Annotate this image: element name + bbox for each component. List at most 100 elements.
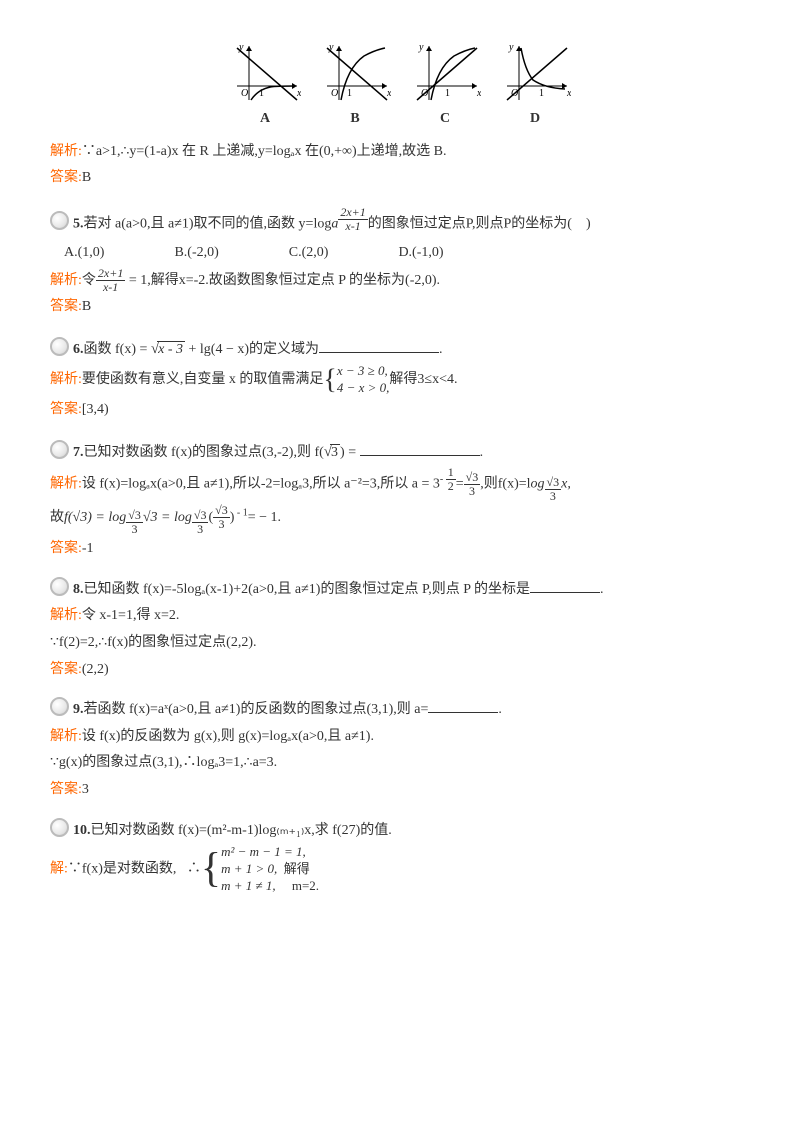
solution-7-l2: 故f(√3) = log√33√3 = log√33(√33) - 1= − 1… [50,503,750,536]
svg-text:y: y [418,42,424,53]
sol10-tail: m=2. [292,878,319,893]
ans8-label: 答案: [50,662,82,677]
q9-num: 9. [73,702,84,717]
sol7-expA: = 3 [418,477,440,492]
solution-9b: ∵g(x)的图象过点(3,1),∴logₐ3=1,∴a=3. [50,750,750,777]
sol6-label: 解析: [50,372,82,387]
answer-8: 答案:(2,2) [50,657,750,684]
sol8-label: 解析: [50,608,82,623]
solution-7-l1: 解析:设 f(x)=logₐx(a>0,且 a≠1),所以-2=logₐ3,所以… [50,466,750,503]
svg-text:1: 1 [539,88,544,99]
sol5-top: 2x+1 [96,267,125,281]
q10-num: 10. [73,823,91,838]
sol5-pre: 令 [82,273,96,288]
q8-blank [530,578,600,593]
graph-label-c: C [409,106,481,133]
bullet-icon [50,211,69,230]
sol6-c2: 4 − x > 0, [337,380,390,397]
q9-stem: 若函数 f(x)=aˣ(a>0,且 a≠1)的反函数的图象过点(3,1),则 a… [84,702,429,717]
svg-text:x: x [386,88,391,99]
graph-D: x y O 1 D [499,40,571,133]
svg-text:O: O [241,88,248,99]
sol9-label: 解析: [50,729,82,744]
question-9: 9.若函数 f(x)=aˣ(a>0,且 a≠1)的反函数的图象过点(3,1),则… [50,697,750,724]
q5-choice-d: D.(-1,0) [398,240,443,267]
sol7-end: = − 1. [248,510,281,525]
sol7-sub2: 3 [545,490,562,503]
q7-stem-a: 已知对数函数 f(x)的图象过点(3,-2),则 f( [84,445,324,460]
solution-8b: ∵f(2)=2,∴f(x)的图象恒过定点(2,2). [50,630,750,657]
bullet-icon [50,818,69,837]
question-6: 6.函数 f(x) = √x - 3 + lg(4 − x)的定义域为. [50,335,750,364]
ans5-label: 答案: [50,299,82,314]
graph-label-b: B [319,106,391,133]
graph-A: x y O 1 A [229,40,301,133]
sol10-th: ∴ [187,862,201,877]
sol7-lb1b: √3 [192,509,209,523]
q9-blank [428,698,498,713]
svg-text:x: x [476,88,481,99]
ans7-label: 答案: [50,541,82,556]
ans-text: B [82,170,91,185]
sol9-l1: 设 f(x)的反函数为 g(x),则 g(x)=logₐx(a>0,且 a≠1)… [82,729,374,744]
q5-stem-c: ) [586,216,591,231]
q5-num: 5. [73,216,84,231]
sol7-sub: √3 [545,476,562,490]
bullet-icon [50,697,69,716]
sol7-ppow: - 1 [234,507,247,518]
ans9-label: 答案: [50,782,82,797]
q7-stem-b: ) = [340,445,360,460]
ans6-text: [3,4) [82,402,109,417]
question-7: 7.已知对数函数 f(x)的图象过点(3,-2),则 f(√3) = . [50,438,750,467]
sol10-c2: m + 1 > 0, [221,861,277,876]
plot-c: x y O 1 [409,40,481,104]
bullet-icon [50,440,69,459]
sol7-fb: 3 [464,485,481,498]
svg-text:x: x [296,88,301,99]
sol7-pb: 3 [213,518,230,531]
sol7-pt: √3 [213,504,230,518]
sol9-l2: ∵g(x)的图象过点(3,1),∴logₐ3=1,∴a=3. [50,755,277,770]
q7-dot: . [480,445,484,460]
question-8: 8.已知函数 f(x)=-5logₐ(x-1)+2(a>0,且 a≠1)的图象恒… [50,577,750,604]
solution-10: 解:∵f(x)是对数函数, ∴{ m² − m − 1 = 1, m + 1 >… [50,844,750,895]
ans-label: 答案: [50,170,82,185]
ans6-label: 答案: [50,402,82,417]
q6-num: 6. [73,342,84,357]
sol6-jd: 解得 [389,372,417,387]
sol10-pre: ∵f(x)是对数函数, [68,862,177,877]
solution-5: 解析:令2x+1x-1 = 1,解得x=-2.故函数图象恒过定点 P 的坐标为(… [50,267,750,295]
ans9-text: 3 [82,782,89,797]
option-graphs: x y O 1 A x y O 1 B x y O [50,40,750,133]
q8-num: 8. [73,582,84,597]
q5-stem-a: 若对 a(a>0,且 a≠1)取不同的值,函数 y=log [84,216,332,231]
ans7-text: -1 [82,541,94,556]
graph-label-d: D [499,106,571,133]
ans8-text: (2,2) [82,662,109,677]
sol10-jd: 解得 [284,861,310,876]
solution-6: 解析:要使函数有意义,自变量 x 的取值需满足{x − 3 ≥ 0,4 − x … [50,363,750,397]
graph-B: x y O 1 B [319,40,391,133]
sol5-mid: = 1,解得 [125,273,178,288]
sol7-l1b: f(x)=l [498,477,531,492]
q5-choice-c: C.(2,0) [289,240,329,267]
answer-6: 答案:[3,4) [50,397,750,424]
sol6-c1: x − 3 ≥ 0, [337,363,390,380]
plot-a: x y O 1 [229,40,301,104]
bullet-icon [50,577,69,596]
question-5: 5.若对 a(a>0,且 a≠1)取不同的值,函数 y=loga2x+1x-1的… [50,206,750,238]
sol8-l2: ∵f(2)=2,∴f(x)的图象恒过定点(2,2). [50,635,257,650]
plot-d: x y O 1 [499,40,571,104]
solution-8: 解析:令 x-1=1,得 x=2. [50,603,750,630]
sol7-lb2: 3 [126,523,143,536]
sol7-l1c: x, [561,477,571,492]
q8-dot: . [600,582,604,597]
sol7-lb1: √3 [126,509,143,523]
sol6-tail: 3≤x<4. [417,372,457,387]
svg-text:y: y [508,42,514,53]
q6-rad: x - 3 [157,341,185,357]
sol7-r3: √3 = log [143,510,192,525]
sol7-og: og [531,477,545,492]
sol7-lb2b: 3 [192,523,209,536]
graph-C: x y O 1 C [409,40,481,133]
